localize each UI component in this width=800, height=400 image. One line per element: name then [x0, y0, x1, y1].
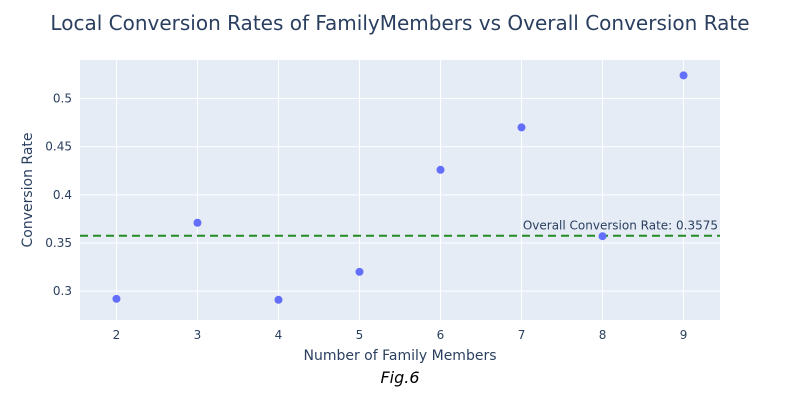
data-point	[517, 123, 526, 132]
data-point	[679, 71, 688, 80]
grid-lines	[80, 60, 720, 320]
overall-conversion-label: Overall Conversion Rate: 0.3575	[523, 219, 718, 233]
x-tick-label: 5	[356, 328, 364, 342]
reference-line-group: Overall Conversion Rate: 0.3575	[80, 219, 720, 237]
x-tick-label: 6	[437, 328, 445, 342]
y-tick-label: 0.5	[53, 92, 72, 106]
x-axis-label: Number of Family Members	[303, 348, 496, 364]
data-point	[598, 232, 607, 241]
y-tick-label: 0.4	[53, 188, 72, 202]
chart-title: Local Conversion Rates of FamilyMembers …	[50, 11, 749, 35]
x-tick-labels: 2 3 4 5 6 7 8 9	[113, 328, 688, 342]
data-point	[355, 267, 364, 276]
plot-area	[80, 60, 720, 320]
x-tick-label: 9	[680, 328, 688, 342]
figure-caption: Fig.6	[380, 368, 420, 387]
y-axis-label: Conversion Rate	[20, 132, 36, 247]
data-point	[274, 295, 283, 304]
x-tick-label: 4	[275, 328, 283, 342]
y-tick-label: 0.35	[45, 236, 72, 250]
data-point	[112, 294, 121, 303]
x-tick-label: 7	[518, 328, 526, 342]
y-tick-labels: 0.3 0.35 0.4 0.45 0.5	[45, 92, 72, 299]
data-point	[436, 165, 445, 174]
data-points	[112, 71, 688, 304]
y-tick-label: 0.45	[45, 140, 72, 154]
x-tick-label: 2	[113, 328, 121, 342]
data-point	[193, 218, 202, 227]
y-tick-label: 0.3	[53, 284, 72, 298]
x-tick-label: 3	[194, 328, 202, 342]
x-tick-label: 8	[599, 328, 607, 342]
